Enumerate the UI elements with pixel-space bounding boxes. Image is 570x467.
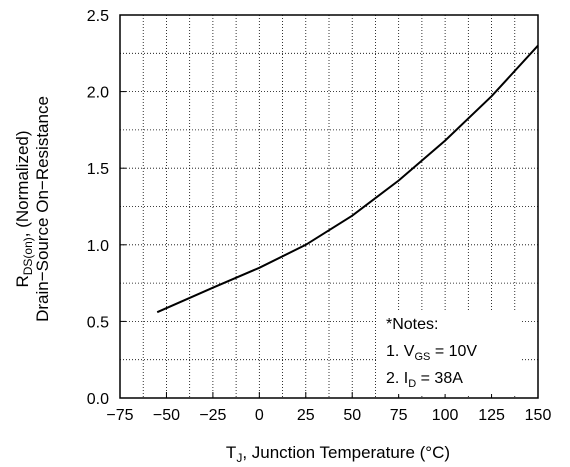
notes-box (378, 310, 520, 394)
y-tick-label: 0.5 (87, 314, 109, 331)
notes-line-1: 1. VGS = 10V (386, 343, 477, 363)
y-tick-label: 2.0 (87, 85, 109, 102)
x-tick-label: −50 (153, 407, 180, 424)
y-tick-label: 2.5 (87, 8, 109, 25)
plot-frame (119, 14, 539, 399)
y-axis-label-line1: RDS(on), (Normalized) (13, 130, 35, 287)
x-tick-label: 0 (255, 407, 264, 424)
x-tick-label: 100 (432, 407, 459, 424)
y-tick-labels: 0.0 0.5 1.0 1.5 2.0 2.5 (87, 8, 109, 408)
x-tick-labels: −75 −50 −25 0 25 50 75 100 125 150 (106, 407, 551, 424)
y-tick-label: 1.0 (87, 238, 109, 255)
notes-line-2: 2. ID = 38A (386, 370, 463, 390)
series-line (156, 44, 539, 314)
grid (120, 15, 538, 398)
x-tick-label: 25 (297, 407, 315, 424)
x-tick-label: 75 (390, 407, 408, 424)
y-tick-label: 0.0 (87, 391, 109, 408)
x-tick-label: 50 (343, 407, 361, 424)
x-tick-label: 150 (525, 407, 552, 424)
x-tick-label: −75 (106, 407, 133, 424)
x-tick-label: −25 (199, 407, 226, 424)
y-tick-label: 1.5 (87, 161, 109, 178)
x-axis-label: TJ, Junction Temperature (°C) (226, 443, 450, 465)
notes-title: *Notes: (386, 316, 438, 333)
y-axis-label-line2: Drain−Source On−Resistance (33, 96, 52, 322)
x-tick-label: 125 (478, 407, 505, 424)
